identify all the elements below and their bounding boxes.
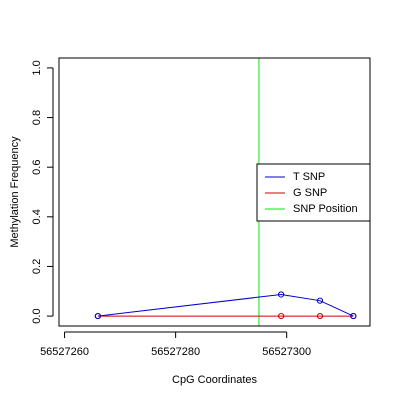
x-axis-title: CpG Coordinates xyxy=(172,374,257,386)
legend-label-t-snp: T SNP xyxy=(293,171,325,183)
y-tick-label: 0.0 xyxy=(31,308,43,323)
t-snp-point xyxy=(94,312,101,320)
y-tick-label: 1.0 xyxy=(31,60,43,75)
y-tick-label: 0.2 xyxy=(31,259,43,274)
g-snp-point xyxy=(316,312,324,320)
legend-label-snp-position: SNP Position xyxy=(293,203,358,215)
y-tick-label: 0.8 xyxy=(31,110,43,125)
y-axis-title: Methylation Frequency xyxy=(9,136,21,248)
t-snp-point xyxy=(278,291,285,298)
t-snp-point xyxy=(316,297,324,304)
g-snp-point xyxy=(278,312,285,320)
t-snp-line xyxy=(97,293,354,317)
y-tick-label: 0.4 xyxy=(31,209,43,224)
legend-label-g-snp: G SNP xyxy=(293,187,327,199)
x-tick-label: 56527280 xyxy=(151,346,200,358)
legend-box xyxy=(256,163,371,222)
x-tick-label: 56527300 xyxy=(262,346,311,358)
y-tick-label: 0.6 xyxy=(31,160,43,175)
t-snp-point xyxy=(350,312,357,320)
x-tick-label: 56527260 xyxy=(40,346,89,358)
axes-layer: 56527260 56527280 56527300 0.0 0.2 0.4 0.6 0.8 1… xyxy=(31,60,311,358)
legend: T SNP G SNP SNP Position xyxy=(256,163,371,222)
